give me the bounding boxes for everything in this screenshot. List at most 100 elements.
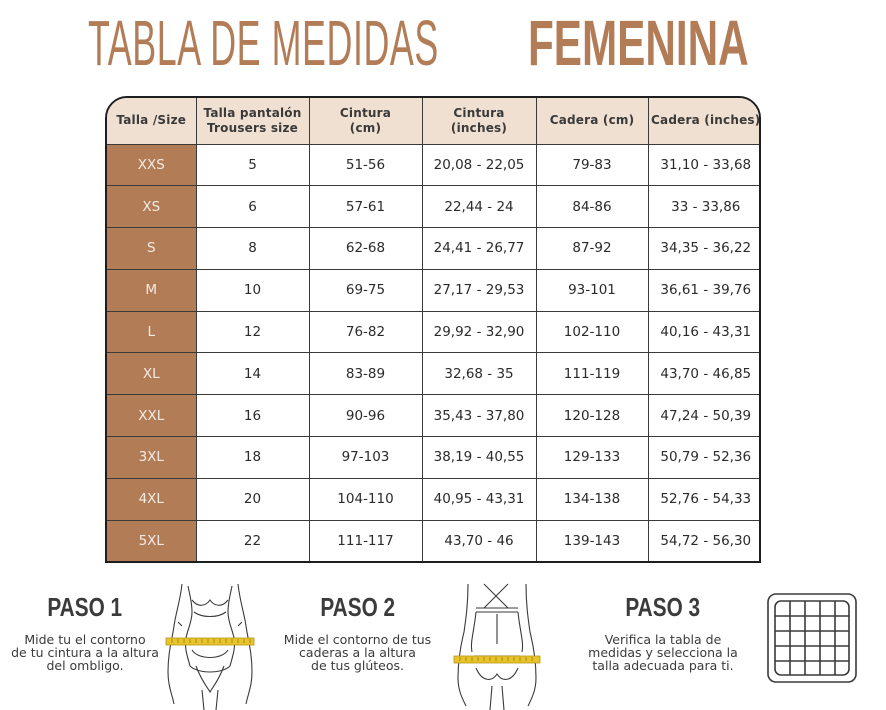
step-2-line: de tus glúteos. [311,658,404,673]
header-hip-in: Cadera (inches) [647,98,761,145]
hip-cm-cell: 79-83 [535,143,649,187]
table-row: L 12 76-82 29,92 - 32,90 102-110 40,16 -… [107,310,759,354]
trousers-cell: 6 [195,185,310,229]
table-row: 5XL 22 111-117 43,70 - 46 139-143 54,72 … [107,519,759,561]
table-row: M 10 69-75 27,17 - 29,53 93-101 36,61 - … [107,268,759,312]
waist-in-cell: 32,68 - 35 [421,352,537,396]
title-light: TABLA DE MEDIDAS [88,7,439,79]
hip-in-cell: 33 - 33,86 [647,185,759,229]
size-cell: 5XL [107,519,197,561]
title-bold: FEMENINA [528,7,749,79]
waist-in-cell: 20,08 - 22,05 [421,143,537,187]
header-trousers-line2: Trousers size [206,120,299,135]
waist-cm-cell: 111-117 [308,519,423,561]
hip-measure-icon [452,582,542,710]
waist-cm-cell: 69-75 [308,268,423,312]
hip-in-cell: 40,16 - 43,31 [647,310,759,354]
header-waist-in: Cintura (inches) [421,98,537,145]
header-trousers: Talla pantalón Trousers size [195,98,310,145]
waist-cm-cell: 51-56 [308,143,423,187]
waist-in-cell: 43,70 - 46 [421,519,537,561]
trousers-cell: 12 [195,310,310,354]
trousers-cell: 22 [195,519,310,561]
header-hip-cm: Cadera (cm) [535,98,649,145]
step-1: PASO 1 Mide tu el contorno de tu cintura… [5,592,165,672]
header-waist-cm: Cintura (cm) [308,98,423,145]
hip-in-cell: 31,10 - 33,68 [647,143,759,187]
size-cell: XXS [107,143,197,187]
header-size: Talla /Size [107,98,197,145]
page-title: TABLA DE MEDIDAS FEMENINA [88,6,788,80]
size-cell: XXL [107,394,197,438]
waist-in-cell: 24,41 - 26,77 [421,227,537,270]
size-cell: S [107,227,197,270]
step-2-title: PASO 2 [320,592,395,622]
table-row: XXL 16 90-96 35,43 - 37,80 120-128 47,24… [107,394,759,438]
hip-cm-cell: 87-92 [535,227,649,270]
waist-cm-cell: 83-89 [308,352,423,396]
step-1-description: Mide tu el contorno de tu cintura a la a… [5,633,165,672]
waist-cm-cell: 97-103 [308,436,423,479]
size-cell: 3XL [107,436,197,479]
header-hip-in-label: Cadera (inches) [651,113,761,128]
hip-cm-cell: 84-86 [535,185,649,229]
header-waist-cm-line2: (cm) [349,120,382,135]
waist-in-cell: 29,92 - 32,90 [421,310,537,354]
table-row: XL 14 83-89 32,68 - 35 111-119 43,70 - 4… [107,352,759,396]
waist-in-cell: 38,19 - 40,55 [421,436,537,479]
hip-cm-cell: 129-133 [535,436,649,479]
step-3-line: talla adecuada para ti. [592,658,734,673]
size-cell: 4XL [107,477,197,521]
waist-in-cell: 27,17 - 29,53 [421,268,537,312]
trousers-cell: 16 [195,394,310,438]
hip-cm-cell: 139-143 [535,519,649,561]
header-waist-cm-line1: Cintura [339,105,392,120]
waist-cm-cell: 90-96 [308,394,423,438]
step-2-line: caderas a la altura [299,645,416,660]
step-3-line: Verifica la tabla de [604,632,722,647]
header-size-label: Talla /Size [116,113,187,128]
table-row: XXS 5 51-56 20,08 - 22,05 79-83 31,10 - … [107,143,759,187]
waist-cm-cell: 62-68 [308,227,423,270]
waist-in-cell: 40,95 - 43,31 [421,477,537,521]
step-2-line: Mide el contorno de tus [283,632,432,647]
waist-cm-cell: 104-110 [308,477,423,521]
trousers-cell: 5 [195,143,310,187]
table-header-row: Talla /Size Talla pantalón Trousers size … [107,98,761,145]
step-1-line: de tu cintura a la altura [11,645,159,660]
size-cell: XL [107,352,197,396]
size-cell: XS [107,185,197,229]
table-row: 4XL 20 104-110 40,95 - 43,31 134-138 52,… [107,477,759,521]
hip-in-cell: 43,70 - 46,85 [647,352,759,396]
size-table-icon [766,592,858,684]
hip-cm-cell: 93-101 [535,268,649,312]
step-2: PASO 2 Mide el contorno de tus caderas a… [275,592,440,672]
hip-in-cell: 34,35 - 36,22 [647,227,759,270]
hip-in-cell: 47,24 - 50,39 [647,394,759,438]
step-2-description: Mide el contorno de tus caderas a la alt… [275,633,440,672]
header-waist-in-line2: (inches) [450,120,508,135]
trousers-cell: 14 [195,352,310,396]
size-table: Talla /Size Talla pantalón Trousers size … [105,96,761,563]
step-3-title: PASO 3 [625,592,701,622]
table-row: XS 6 57-61 22,44 - 24 84-86 33 - 33,86 [107,185,759,229]
step-3-line: medidas y selecciona la [588,645,738,660]
header-waist-in-line1: Cintura [453,105,505,120]
hip-in-cell: 54,72 - 56,30 [647,519,759,561]
size-cell: L [107,310,197,354]
header-trousers-line1: Talla pantalón [203,105,302,120]
waist-in-cell: 22,44 - 24 [421,185,537,229]
step-1-title: PASO 1 [47,592,123,622]
waist-measure-icon [162,582,258,710]
hip-in-cell: 52,76 - 54,33 [647,477,759,521]
hip-in-cell: 50,79 - 52,36 [647,436,759,479]
trousers-cell: 10 [195,268,310,312]
step-3: PASO 3 Verifica la tabla de medidas y se… [578,592,748,672]
hip-cm-cell: 134-138 [535,477,649,521]
waist-cm-cell: 57-61 [308,185,423,229]
step-3-description: Verifica la tabla de medidas y seleccion… [578,633,748,672]
table-row: S 8 62-68 24,41 - 26,77 87-92 34,35 - 36… [107,227,759,270]
hip-cm-cell: 120-128 [535,394,649,438]
size-cell: M [107,268,197,312]
table-row: 3XL 18 97-103 38,19 - 40,55 129-133 50,7… [107,436,759,479]
